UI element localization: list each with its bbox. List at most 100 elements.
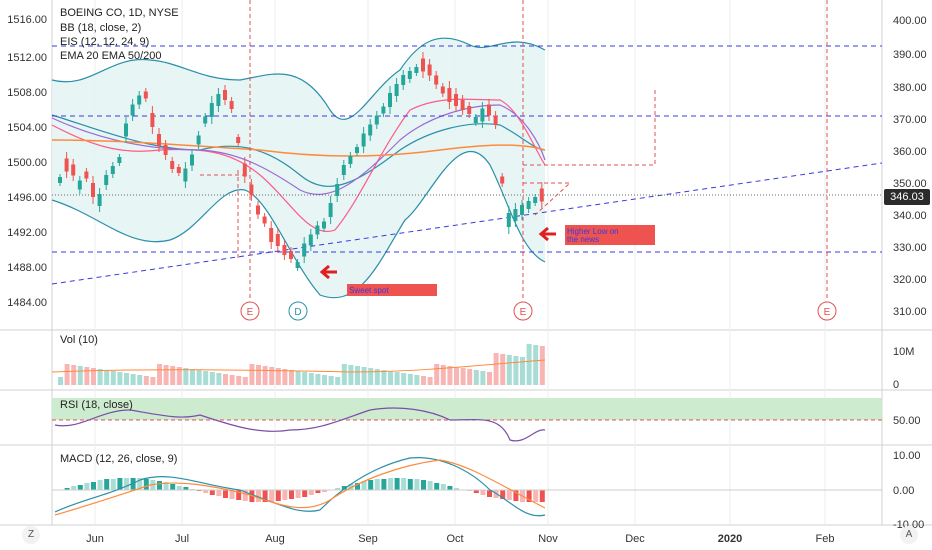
volume-bar: [282, 369, 288, 385]
volume-bar: [289, 370, 294, 385]
candle-body: [275, 234, 280, 246]
macd-hist-bar: [242, 490, 248, 501]
candle-body: [454, 94, 458, 106]
auto-scale-button[interactable]: A: [900, 526, 918, 544]
macd-hist-bar: [97, 480, 103, 490]
svg-text:390.00: 390.00: [893, 49, 927, 61]
bollinger-upper: [51, 37, 546, 120]
volume-bar: [84, 367, 90, 385]
macd-hist-bar: [381, 479, 387, 490]
ema20-line: [51, 98, 546, 233]
candle-body: [539, 188, 544, 202]
candle-body: [91, 183, 95, 197]
volume-bar: [236, 376, 242, 385]
macd-hist-bar: [368, 480, 374, 490]
svg-text:Jun: Jun: [86, 533, 104, 545]
volume-bar: [434, 364, 440, 385]
volume-bar: [315, 374, 321, 385]
macd-hist-bar: [315, 490, 321, 493]
rsi-line: [54, 407, 546, 442]
event-lines: [200, 0, 828, 300]
volume-bar: [308, 373, 314, 385]
zoom-button[interactable]: Z: [22, 526, 40, 544]
volume-bar: [163, 365, 169, 385]
time-axis: Jun Jul Aug Sep Oct Nov Dec 2020 Feb: [86, 533, 834, 545]
svg-text:Aug: Aug: [265, 533, 285, 545]
volume-bar: [460, 368, 466, 385]
macd-hist-bar: [407, 479, 413, 490]
candle-body: [368, 124, 373, 136]
candle-body: [493, 115, 498, 125]
macd-hist-bar: [170, 484, 176, 490]
volume-bar: [190, 369, 195, 385]
level-lines: [51, 45, 883, 285]
candle-body: [328, 203, 333, 217]
svg-text:370.00: 370.00: [893, 114, 927, 126]
candle-body: [513, 209, 518, 221]
volume-bar: [71, 365, 77, 385]
volume-ma: [51, 359, 546, 373]
candle-body: [361, 133, 366, 147]
volume-bar: [77, 366, 83, 385]
ema200-line: [51, 139, 546, 157]
legend-title: BOEING CO, 1D, NYSE: [60, 7, 179, 19]
candle-body: [269, 228, 274, 242]
macd-hist-bar: [262, 490, 268, 502]
volume-bar: [368, 368, 374, 385]
svg-text:1512.00: 1512.00: [7, 52, 47, 64]
svg-text:50.00: 50.00: [893, 415, 921, 427]
candle-body: [302, 243, 307, 257]
macd-hist-bar: [487, 490, 492, 497]
candle-body: [196, 135, 201, 145]
candle-body: [506, 213, 511, 227]
candle-body: [58, 177, 62, 183]
rsi-band: [52, 398, 882, 420]
candle-body: [143, 91, 148, 99]
volume-bar: [520, 357, 525, 385]
svg-text:10M: 10M: [893, 346, 914, 358]
volume-bar: [223, 374, 228, 385]
candle-body: [520, 205, 524, 215]
earnings-marker-2: E: [520, 307, 527, 318]
svg-text:Sep: Sep: [358, 533, 378, 545]
volume-bar: [176, 367, 182, 385]
candle-body: [190, 154, 194, 166]
macd-hist-bar: [348, 484, 354, 490]
macd-hist-bar: [236, 490, 242, 500]
volume-bar: [150, 377, 156, 385]
macd-hist-bar: [84, 483, 90, 490]
svg-text:340.00: 340.00: [893, 210, 927, 222]
macd-hist-bar: [427, 481, 433, 490]
bollinger-basis: [51, 114, 546, 187]
candle-body: [308, 234, 313, 246]
candle-body: [183, 168, 188, 182]
macd-hist-bar: [143, 479, 149, 490]
candle-body: [533, 197, 538, 203]
volume-bar: [117, 372, 123, 385]
candle-body: [434, 75, 439, 85]
candle-body: [341, 165, 346, 175]
macd-hist-bar: [71, 486, 77, 490]
volume-bar: [91, 368, 96, 385]
candle-body: [473, 117, 478, 123]
macd-hist-bar: [355, 483, 360, 490]
macd-hist-bar: [440, 484, 446, 490]
volume-bar: [97, 369, 103, 385]
volume-bar: [539, 346, 545, 385]
volume-bar: [328, 376, 334, 385]
svg-text:330.00: 330.00: [893, 242, 927, 254]
macd-hist-bar: [269, 490, 275, 502]
volume-bar: [447, 366, 453, 385]
volume-bar: [256, 365, 261, 385]
volume-bar: [170, 366, 176, 385]
candle-body: [256, 205, 260, 215]
volume-bar: [394, 372, 400, 385]
macd-hist-bar: [64, 488, 70, 490]
candle-body: [242, 163, 247, 177]
volume-bar: [249, 364, 255, 385]
event-markers[interactable]: E D E E: [240, 301, 837, 321]
candle-body: [216, 94, 221, 106]
dividend-marker: D: [294, 307, 301, 318]
macd-hist-bar: [157, 481, 162, 490]
